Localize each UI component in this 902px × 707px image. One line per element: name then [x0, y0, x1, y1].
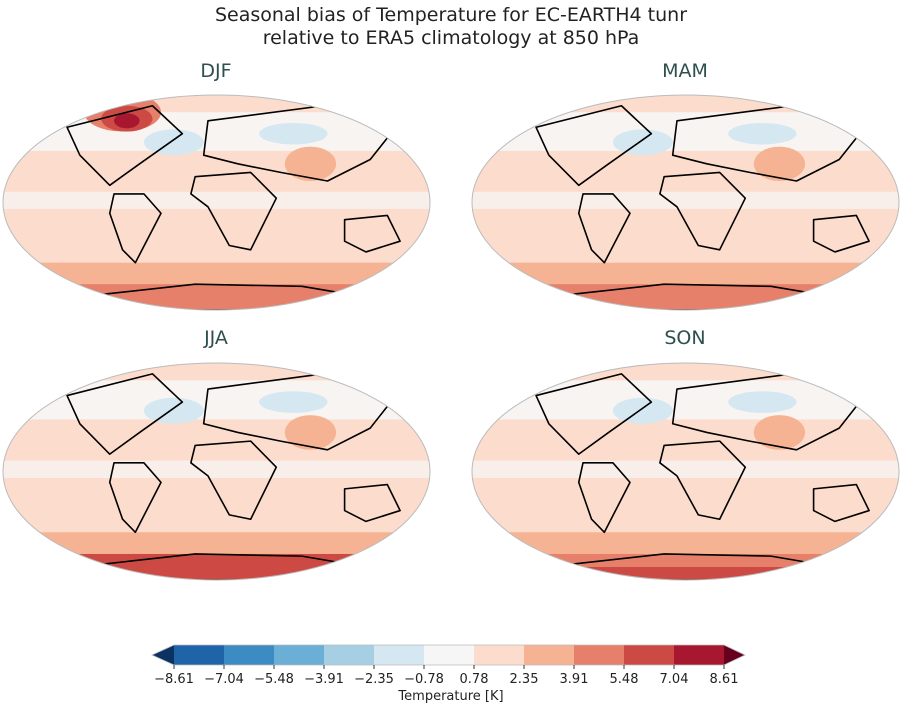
- colorbar-segment: [674, 645, 724, 665]
- colorbar-segment: [374, 645, 424, 665]
- map-panel-djf: [2, 94, 431, 311]
- colorbar-extend-under: [152, 645, 174, 665]
- coastline: [659, 171, 747, 251]
- bias-patch-cold: [612, 397, 673, 424]
- bias-band-antarctica: [472, 284, 899, 310]
- colorbar-segment: [324, 645, 374, 665]
- bias-patch-cold: [259, 122, 328, 145]
- bias-patch-cold: [728, 122, 797, 145]
- colorbar-segment: [424, 645, 474, 665]
- figure-title-line2: relative to ERA5 climatology at 850 hPa: [262, 27, 640, 49]
- bias-band-antarctica-strong: [3, 566, 430, 580]
- bias-patch-cold: [143, 397, 204, 424]
- map-border: [471, 362, 900, 581]
- bias-band-tropics: [3, 460, 430, 479]
- colorbar-tick-label: 0.78: [459, 672, 489, 687]
- coastline: [108, 193, 162, 264]
- colorbar-tick-label: −2.35: [354, 672, 394, 687]
- colorbar-tick-label: −5.48: [254, 672, 294, 687]
- colorbar: [151, 644, 746, 669]
- bias-band-north: [3, 380, 430, 420]
- figure-title-line1: Seasonal bias of Temperature for EC-EART…: [214, 4, 688, 26]
- colorbar-tick-label: −3.91: [304, 672, 344, 687]
- colorbar-segment: [624, 645, 674, 665]
- colorbar-segment: [274, 645, 324, 665]
- coastline: [812, 483, 870, 523]
- bias-patch-warm: [284, 146, 337, 181]
- bias-patch-cold: [143, 129, 204, 156]
- bias-patch-cold: [259, 391, 328, 413]
- panel-title-son: SON: [664, 327, 706, 349]
- coastline: [66, 104, 184, 187]
- colorbar-tick-label: 2.35: [509, 672, 539, 687]
- coastline: [535, 104, 653, 187]
- coastline: [812, 214, 870, 253]
- bias-band-antarctica-strong: [472, 566, 899, 580]
- map-panel-jja: [2, 362, 431, 581]
- bias-band-tropics: [472, 460, 899, 479]
- bias-patch-cold: [728, 391, 797, 413]
- bias-patch-warm: [284, 415, 337, 450]
- map-border: [2, 94, 431, 311]
- colorbar-tick-label: 8.61: [709, 672, 739, 687]
- coastline: [66, 373, 184, 455]
- colorbar-tick-label: −8.61: [154, 672, 194, 687]
- coastline: [190, 440, 278, 521]
- bias-band-north: [472, 112, 899, 151]
- colorbar-segment: [574, 645, 624, 665]
- map-panel-mam: [471, 94, 900, 311]
- coastline: [659, 440, 747, 521]
- panel-title-jja: JJA: [204, 327, 228, 349]
- map-border: [471, 94, 900, 311]
- bias-patch-warm: [753, 146, 806, 181]
- coastline: [108, 462, 162, 534]
- map-panel-son: [471, 362, 900, 581]
- colorbar-extend-over: [724, 645, 745, 665]
- bias-band-antarctica: [3, 284, 430, 310]
- panel-title-djf: DJF: [200, 60, 232, 82]
- coastline: [343, 214, 401, 253]
- coastline: [343, 483, 401, 523]
- bias-patch-cold: [612, 129, 673, 156]
- bias-band-tropics: [472, 191, 899, 209]
- coastline: [577, 462, 631, 534]
- bias-patch-warm: [753, 415, 806, 450]
- colorbar-segment: [524, 645, 574, 665]
- bias-band-north: [472, 380, 899, 420]
- colorbar-segment: [174, 645, 224, 665]
- colorbar-tick-label: 3.91: [559, 672, 589, 687]
- panel-title-mam: MAM: [662, 60, 708, 82]
- colorbar-tick-label: −7.04: [204, 672, 244, 687]
- colorbar-tick-label: 5.48: [609, 672, 639, 687]
- colorbar-segment: [474, 645, 524, 665]
- colorbar-tick-label: 7.04: [659, 672, 689, 687]
- map-border: [2, 362, 431, 581]
- coastline: [190, 171, 278, 251]
- colorbar-segment: [224, 645, 274, 665]
- bias-band-tropics: [3, 191, 430, 209]
- bias-band-north: [3, 112, 430, 151]
- coastline: [535, 373, 653, 455]
- bias-patch-warm: [114, 113, 140, 129]
- coastline: [577, 193, 631, 264]
- colorbar-tick-label: −0.78: [404, 672, 444, 687]
- colorbar-label: Temperature [K]: [398, 689, 504, 704]
